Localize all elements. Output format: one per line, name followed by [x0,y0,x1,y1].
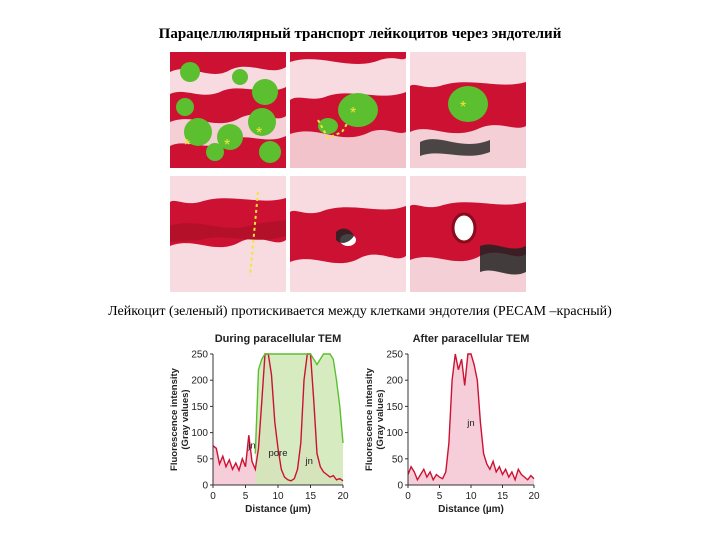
x-tick-label: 15 [497,491,509,502]
slide-title: Парацеллюлярный транспорт лейкоцитов чер… [158,26,562,42]
chart-title: During paracellular TEM [215,333,342,345]
x-tick-label: 10 [465,491,477,502]
y-tick-label: 150 [386,402,403,413]
series-area [213,354,343,485]
y-tick-label: 200 [191,376,208,387]
y-tick-label: 250 [191,350,208,361]
x-tick-label: 20 [337,491,349,502]
y-axis-label: (Gray values) [180,389,191,449]
series-line [254,353,344,454]
micrograph-6 [410,176,526,292]
marker-star: * [184,137,190,154]
y-tick-label: 50 [392,454,404,465]
y-tick-label: 0 [397,481,403,492]
x-axis-label: Distance (µm) [438,504,504,515]
x-tick-label: 0 [405,491,411,502]
figure-caption: Лейкоцит (зеленый) протискивается между … [108,304,612,319]
y-tick-label: 100 [386,428,403,439]
chart-annotation: jn [247,440,255,451]
chart-title: After paracellular TEM [413,333,530,345]
micrograph-grid: * * * * * [170,52,530,292]
y-tick-label: 50 [197,454,209,465]
y-tick-label: 250 [386,350,403,361]
micrograph-2: * [290,52,406,168]
x-tick-label: 20 [528,491,540,502]
x-tick-label: 0 [210,491,216,502]
chart-annotation: pore [268,448,287,459]
marker-star: * [350,105,356,122]
micrograph-4 [170,176,286,292]
y-axis-label: Fluorescence intensity [364,367,375,471]
y-tick-label: 150 [191,402,208,413]
x-axis-label: Distance (µm) [245,504,311,515]
micrograph-5 [290,176,406,292]
chart-annotation: jn [466,418,474,429]
micrograph-3: * [410,52,526,168]
chart-annotation: jn [304,456,312,467]
x-tick-label: 5 [243,491,249,502]
series-line [407,353,535,482]
series-area [255,354,343,485]
y-axis-label: Fluorescence intensity [169,367,180,471]
series-line [212,353,344,482]
y-axis-label: (Gray values) [375,389,386,449]
marker-star: * [460,99,466,116]
marker-star: * [224,137,230,154]
y-tick-label: 200 [386,376,403,387]
y-tick-label: 0 [202,481,208,492]
marker-star: * [256,125,262,142]
x-tick-label: 5 [437,491,443,502]
y-tick-label: 100 [191,428,208,439]
micrograph-1: * * * [170,52,286,168]
x-tick-label: 10 [272,491,284,502]
series-area [408,354,534,485]
x-tick-label: 15 [305,491,317,502]
